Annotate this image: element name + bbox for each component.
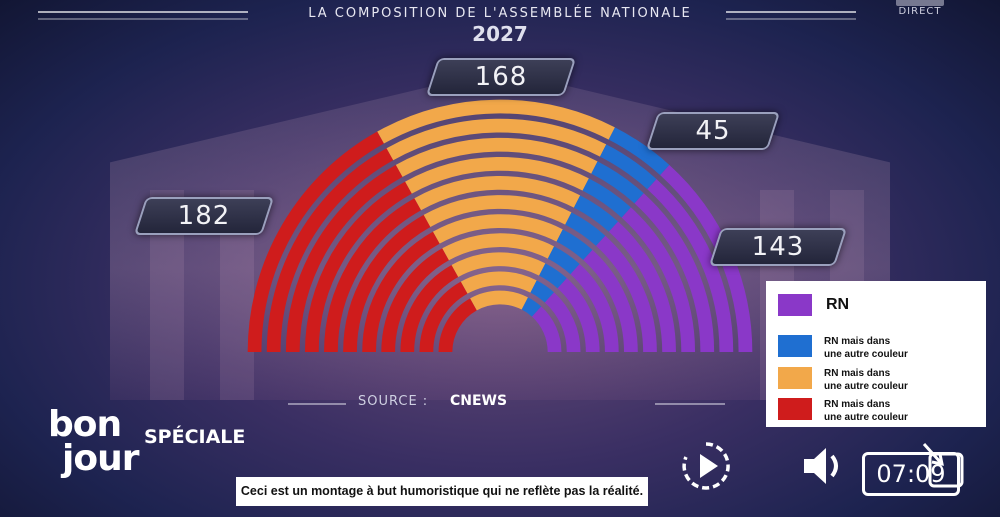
seat-arc-4-row-9: [634, 193, 715, 353]
seat-arc-1-row-7: [324, 198, 422, 353]
disclaimer-caption: Ceci est un montage à but humoristique q…: [236, 477, 648, 506]
seat-arc-1-row-4: [381, 248, 450, 353]
page-title: LA COMPOSITION DE L'ASSEMBLÉE NATIONALE: [308, 6, 692, 21]
seat-arc-2-row-8: [405, 156, 589, 194]
seat-count-label: 182: [177, 201, 231, 231]
seat-arc-4-row-7: [608, 221, 676, 353]
source-rule: [655, 403, 725, 405]
fullscreen-exit-icon: [922, 442, 964, 488]
seat-arc-2-row-7: [414, 176, 581, 211]
seat-count-label: 168: [474, 62, 528, 92]
seat-arc-1-row-2: [419, 281, 468, 353]
source-rule: [288, 403, 346, 405]
legend-swatch-blue: [778, 335, 812, 357]
seat-arc-3-row-2: [530, 280, 555, 303]
volume-icon: [804, 448, 838, 484]
seat-arc-3-row-8: [582, 178, 631, 218]
seat-arc-1-row-1: [438, 298, 478, 353]
seat-arc-3-row-6: [565, 212, 606, 247]
replay-icon: [682, 442, 730, 490]
seat-arc-3-row-4: [547, 246, 580, 275]
seat-arc-3-row-9: [591, 161, 644, 204]
seat-arc-2-row-10: [386, 118, 607, 161]
legend-swatch-red: [778, 398, 812, 420]
seat-arc-2-row-11: [377, 99, 615, 144]
seat-arc-4-row-1: [531, 306, 562, 353]
year-label: 2027: [472, 22, 528, 46]
header-rule-right: [726, 18, 856, 20]
legend-label: RN mais dans une autre couleur: [824, 368, 908, 392]
seat-count-label: 45: [695, 116, 731, 146]
seat-arc-1-row-11: [247, 131, 384, 353]
channel-logo: DIRECT: [892, 0, 948, 17]
seat-arc-1-row-6: [343, 214, 431, 353]
header-rule-right: [726, 11, 856, 13]
seat-arc-4-row-10: [647, 179, 734, 353]
seat-count-badge-orange: 168: [425, 58, 577, 96]
seat-arc-3-row-7: [573, 195, 619, 232]
legend-label: RN mais dans une autre couleur: [824, 336, 908, 360]
seat-arc-1-row-8: [304, 181, 412, 353]
legend-label: RN: [826, 296, 850, 313]
seat-arc-4-row-5: [583, 249, 638, 353]
legend-item: RN mais dans une autre couleur: [778, 367, 908, 393]
seat-arc-4-row-6: [595, 235, 657, 353]
source-value: CNEWS: [450, 393, 508, 409]
seat-arc-2-row-6: [423, 195, 572, 227]
source-label: SOURCE :: [358, 394, 429, 409]
show-logo-line1: bon: [48, 404, 122, 445]
seat-arc-2-row-1: [470, 290, 528, 311]
legend-item: RN: [778, 294, 849, 316]
legend-swatch-purple: [778, 294, 812, 316]
seat-arc-4-row-3: [557, 278, 600, 353]
seat-arc-2-row-4: [442, 233, 555, 261]
legend-item: RN mais dans une autre couleur: [778, 398, 908, 424]
legend-label: RN mais dans une autre couleur: [824, 399, 908, 423]
legend-swatch-orange: [778, 367, 812, 389]
header-rule-left: [38, 11, 248, 13]
show-logo-line2: jour: [62, 438, 139, 479]
seat-arc-4-row-2: [544, 292, 581, 353]
replay-button[interactable]: [680, 440, 732, 492]
seat-arc-2-row-9: [395, 137, 598, 177]
show-logo-special: SPÉCIALE: [144, 426, 246, 448]
seat-arc-3-row-11: [608, 127, 670, 176]
header-rule-left: [38, 18, 248, 20]
legend-panel: RN RN mais dans une autre couleur RN mai…: [766, 281, 986, 427]
seat-arc-2-row-2: [460, 271, 537, 294]
seat-arc-1-row-10: [266, 148, 394, 353]
seat-count-badge-purple: 143: [708, 228, 848, 266]
channel-logo-mark: [896, 0, 944, 6]
show-logo: bon jour SPÉCIALE: [48, 404, 245, 490]
seat-arc-3-row-3: [538, 263, 567, 289]
seat-count-badge-blue: 45: [645, 112, 781, 150]
seat-count-label: 143: [751, 232, 805, 262]
volume-button[interactable]: [800, 444, 848, 488]
seat-arc-4-row-4: [570, 264, 619, 353]
seat-arc-3-row-5: [556, 229, 593, 261]
seat-arc-2-row-5: [432, 214, 563, 244]
seat-arc-1-row-9: [285, 164, 403, 353]
seat-arc-4-row-8: [621, 207, 696, 353]
legend-item: RN mais dans une autre couleur: [778, 335, 908, 361]
seat-arc-1-row-5: [362, 231, 440, 353]
playback-time: 07:09: [862, 452, 960, 496]
live-indicator: DIRECT: [898, 6, 942, 17]
fullscreen-button[interactable]: [918, 440, 968, 492]
seat-count-badge-red: 182: [133, 197, 275, 235]
seat-arc-2-row-3: [451, 252, 546, 278]
seat-arc-3-row-10: [599, 144, 657, 190]
seat-arc-3-row-1: [521, 297, 542, 317]
seat-arc-1-row-3: [400, 264, 459, 353]
